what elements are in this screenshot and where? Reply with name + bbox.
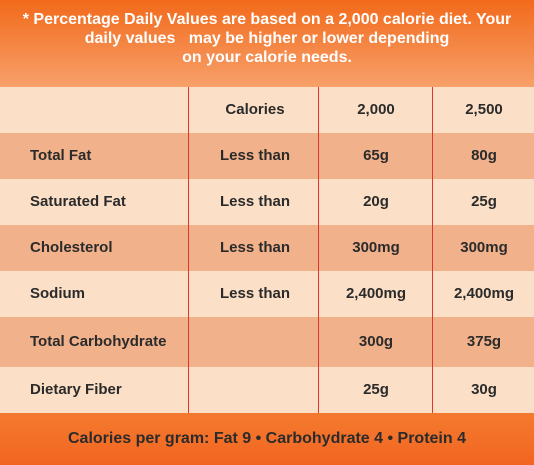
table-row-saturated-fat: Saturated Fat Less than 20g 25g — [0, 179, 534, 225]
value-2500: 300mg — [460, 239, 508, 256]
calories-per-gram-footer: Calories per gram: Fat 9 • Carbohydrate … — [0, 413, 534, 465]
value-2500: 375g — [466, 333, 502, 350]
column-divider — [432, 87, 433, 413]
nutrient-name: Saturated Fat — [30, 193, 126, 210]
value-2000: 300mg — [352, 239, 400, 256]
value-2500: 30g — [471, 381, 497, 398]
value-2500: 2,500 — [465, 101, 503, 118]
table-row-total-fat: Total Fat Less than 65g 80g — [0, 133, 534, 179]
value-2000: 25g — [363, 381, 389, 398]
limit-label: Less than — [219, 285, 291, 302]
nutrient-name: Total Fat — [30, 147, 92, 164]
column-divider — [318, 87, 319, 413]
nutrient-name: Cholesterol — [30, 239, 113, 256]
table-row-cholesterol: Cholesterol Less than 300mg 300mg — [0, 225, 534, 271]
limit-label — [190, 317, 320, 367]
value-2500: 2,400mg — [453, 285, 515, 302]
nutrient-name: Sodium — [30, 285, 85, 302]
limit-label: Less than — [219, 147, 291, 164]
value-2000: 2,400mg — [345, 285, 407, 302]
nutrient-name — [30, 87, 180, 133]
value-2000: 300g — [358, 333, 394, 350]
nutrient-name: Dietary Fiber — [30, 381, 122, 398]
limit-label: Less than — [219, 239, 291, 256]
table-row-total-carbohydrate: Total Carbohydrate 300g 375g — [0, 317, 534, 367]
value-2000: 65g — [363, 147, 389, 164]
note-line-1: * Percentage Daily Values are based on a… — [22, 11, 512, 28]
nutrient-name: Total Carbohydrate — [30, 333, 167, 350]
daily-values-note: * Percentage Daily Values are based on a… — [0, 0, 534, 87]
limit-label: Less than — [219, 193, 291, 210]
value-2500: 80g — [471, 147, 497, 164]
limit-label: Calories — [225, 101, 285, 118]
value-2000: 20g — [363, 193, 389, 210]
value-2000: 2,000 — [357, 101, 395, 118]
value-2500: 25g — [471, 193, 497, 210]
table-row-sodium: Sodium Less than 2,400mg 2,400mg — [0, 271, 534, 317]
note-line-3: on your calorie needs. — [182, 49, 352, 66]
table-row-dietary-fiber: Dietary Fiber 25g 30g — [0, 367, 534, 413]
daily-values-table: Calories 2,000 2,500 Total Fat Less than… — [0, 87, 534, 413]
note-line-2: daily values may be higher or lower depe… — [84, 30, 450, 47]
limit-label — [190, 367, 320, 413]
column-divider — [188, 87, 189, 413]
table-row-calories: Calories 2,000 2,500 — [0, 87, 534, 133]
